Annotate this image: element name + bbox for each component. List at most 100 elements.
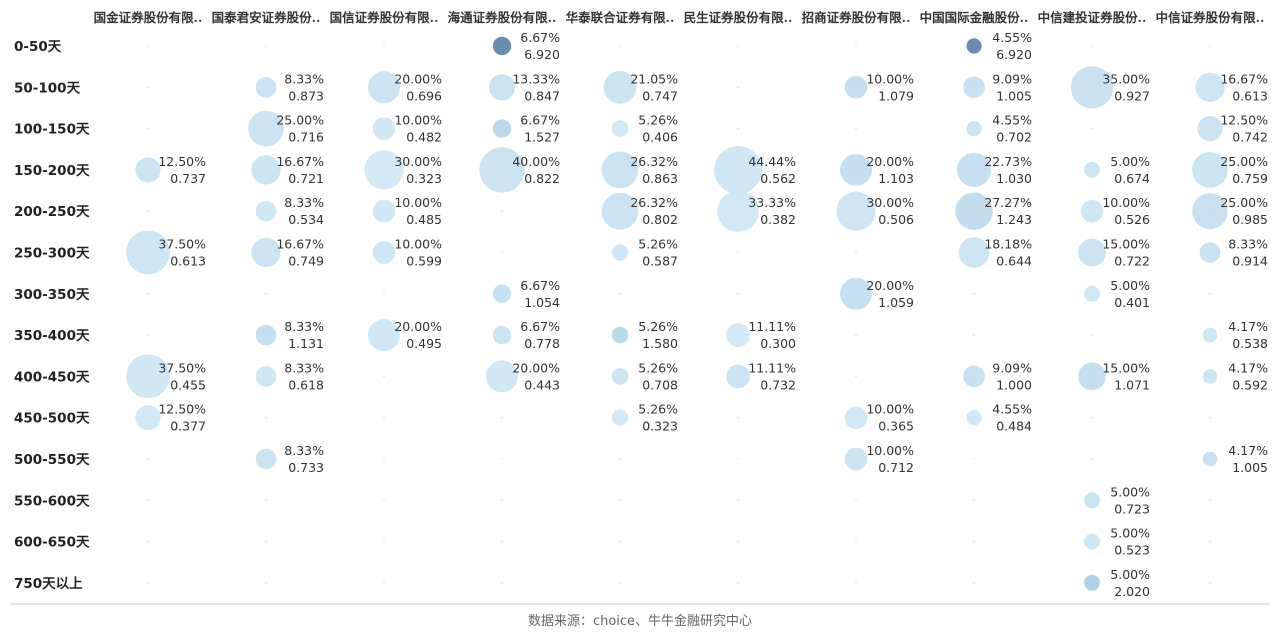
bubble-value-label: 6.920 (996, 47, 1032, 62)
bubble (1202, 451, 1218, 467)
bubble-percent-label: 5.00% (1110, 526, 1150, 541)
grid-dot (737, 86, 739, 89)
grid-dot (1209, 293, 1211, 295)
bubble-value-label: 0.716 (288, 130, 324, 145)
grid-dot (619, 458, 621, 460)
bubble-percent-label: 5.26% (638, 113, 678, 128)
bubble (479, 147, 525, 193)
bubble (958, 237, 990, 268)
column-label: 中信建投证券股份.. (1038, 10, 1147, 25)
bubble-percent-label: 10.00% (394, 237, 442, 252)
bubble-value-label: 0.721 (288, 171, 324, 186)
bubble-value-label: 0.712 (878, 460, 914, 475)
bubble (492, 284, 512, 303)
bubble-percent-label: 30.00% (394, 154, 442, 169)
bubble (1084, 492, 1100, 509)
bubble-value-label: 0.749 (288, 254, 324, 269)
bubble-value-label: 1.005 (1232, 460, 1268, 475)
bubble-percent-label: 5.26% (638, 402, 678, 417)
bubble-value-label: 0.742 (1232, 130, 1268, 145)
bubble-value-label: 1.054 (524, 295, 560, 310)
bubble (492, 36, 512, 56)
bubble-percent-label: 9.09% (992, 71, 1032, 86)
bubble (1078, 362, 1106, 391)
bubble-value-label: 0.847 (524, 88, 560, 103)
bubble-value-label: 0.737 (170, 171, 206, 186)
column-label: 中国国际金融股份.. (920, 10, 1029, 25)
bubble-value-label: 0.985 (1232, 212, 1268, 227)
row-label: 400-450天 (14, 369, 90, 385)
bubble-value-label: 0.377 (170, 419, 206, 434)
bubble-percent-label: 10.00% (866, 71, 914, 86)
grid-dot (855, 582, 857, 584)
bubble-percent-label: 6.67% (520, 278, 560, 293)
bubble (1195, 72, 1225, 102)
bubble (255, 448, 277, 470)
grid-dot (855, 45, 857, 47)
grid-dot (619, 499, 621, 502)
bubble-percent-label: 5.26% (638, 360, 678, 375)
bubble (488, 74, 516, 101)
grid-dot (737, 540, 739, 543)
bubble (717, 190, 759, 232)
bubble-percent-label: 30.00% (866, 195, 914, 210)
grid-dot (383, 45, 385, 47)
bubble (601, 192, 639, 230)
grid-dot (737, 458, 739, 460)
column-label: 国信证券股份有限.. (330, 10, 439, 25)
grid-dot (501, 499, 503, 502)
grid-dot (265, 499, 267, 502)
bubble (372, 117, 396, 140)
bubble (601, 151, 639, 189)
grid-dot (383, 293, 385, 295)
bubble-value-label: 1.527 (524, 130, 560, 145)
bubble (486, 360, 518, 393)
grid-dot (855, 499, 857, 502)
bubble-percent-label: 8.33% (284, 360, 324, 375)
bubble (135, 405, 161, 431)
bubble-percent-label: 16.67% (276, 154, 324, 169)
grid-dot (855, 127, 857, 130)
bubble-value-label: 0.696 (406, 88, 442, 103)
bubble-value-label: 1.079 (878, 88, 914, 103)
bubble-percent-label: 6.67% (520, 30, 560, 45)
grid-dot (383, 582, 385, 584)
grid-dot (147, 210, 149, 212)
bubble-percent-label: 10.00% (1102, 195, 1150, 210)
grid-dot (1209, 499, 1211, 502)
grid-dot (147, 293, 149, 295)
row-label: 50-100天 (14, 80, 81, 96)
grid-dot (265, 45, 267, 47)
bubble-value-label: 0.863 (642, 171, 678, 186)
bubble-value-label: 0.534 (288, 212, 324, 227)
row-label: 600-650天 (14, 535, 90, 551)
column-label: 中信证券股份有限.. (1156, 10, 1265, 25)
bubble-percent-label: 5.26% (638, 237, 678, 252)
grid-dot (501, 582, 503, 584)
column-label: 国金证券股份有限.. (94, 10, 203, 25)
bubble-value-label: 1.580 (642, 336, 678, 351)
bubble-value-label: 1.000 (996, 377, 1032, 392)
grid-dot (737, 416, 739, 419)
bubble (1070, 66, 1114, 109)
row-label: 0-50天 (14, 39, 62, 55)
bubble (844, 76, 868, 99)
grid-dot (147, 334, 149, 336)
grid-dot (1209, 416, 1211, 419)
bubble-percent-label: 4.55% (992, 113, 1032, 128)
bubble-value-label: 0.587 (642, 254, 678, 269)
bubble-value-label: 1.030 (996, 171, 1032, 186)
bubble-percent-label: 18.18% (984, 237, 1032, 252)
bubble (603, 70, 637, 104)
bubble-percent-label: 25.00% (1220, 154, 1268, 169)
grid-dot (1091, 45, 1093, 47)
bubble (1078, 238, 1106, 267)
bubble (963, 365, 985, 388)
bubble-percent-label: 16.67% (276, 237, 324, 252)
bubble-percent-label: 20.00% (394, 71, 442, 86)
bubble (966, 410, 982, 426)
grid-dot (501, 210, 503, 212)
bubble (1084, 161, 1100, 178)
bubble (255, 77, 277, 98)
